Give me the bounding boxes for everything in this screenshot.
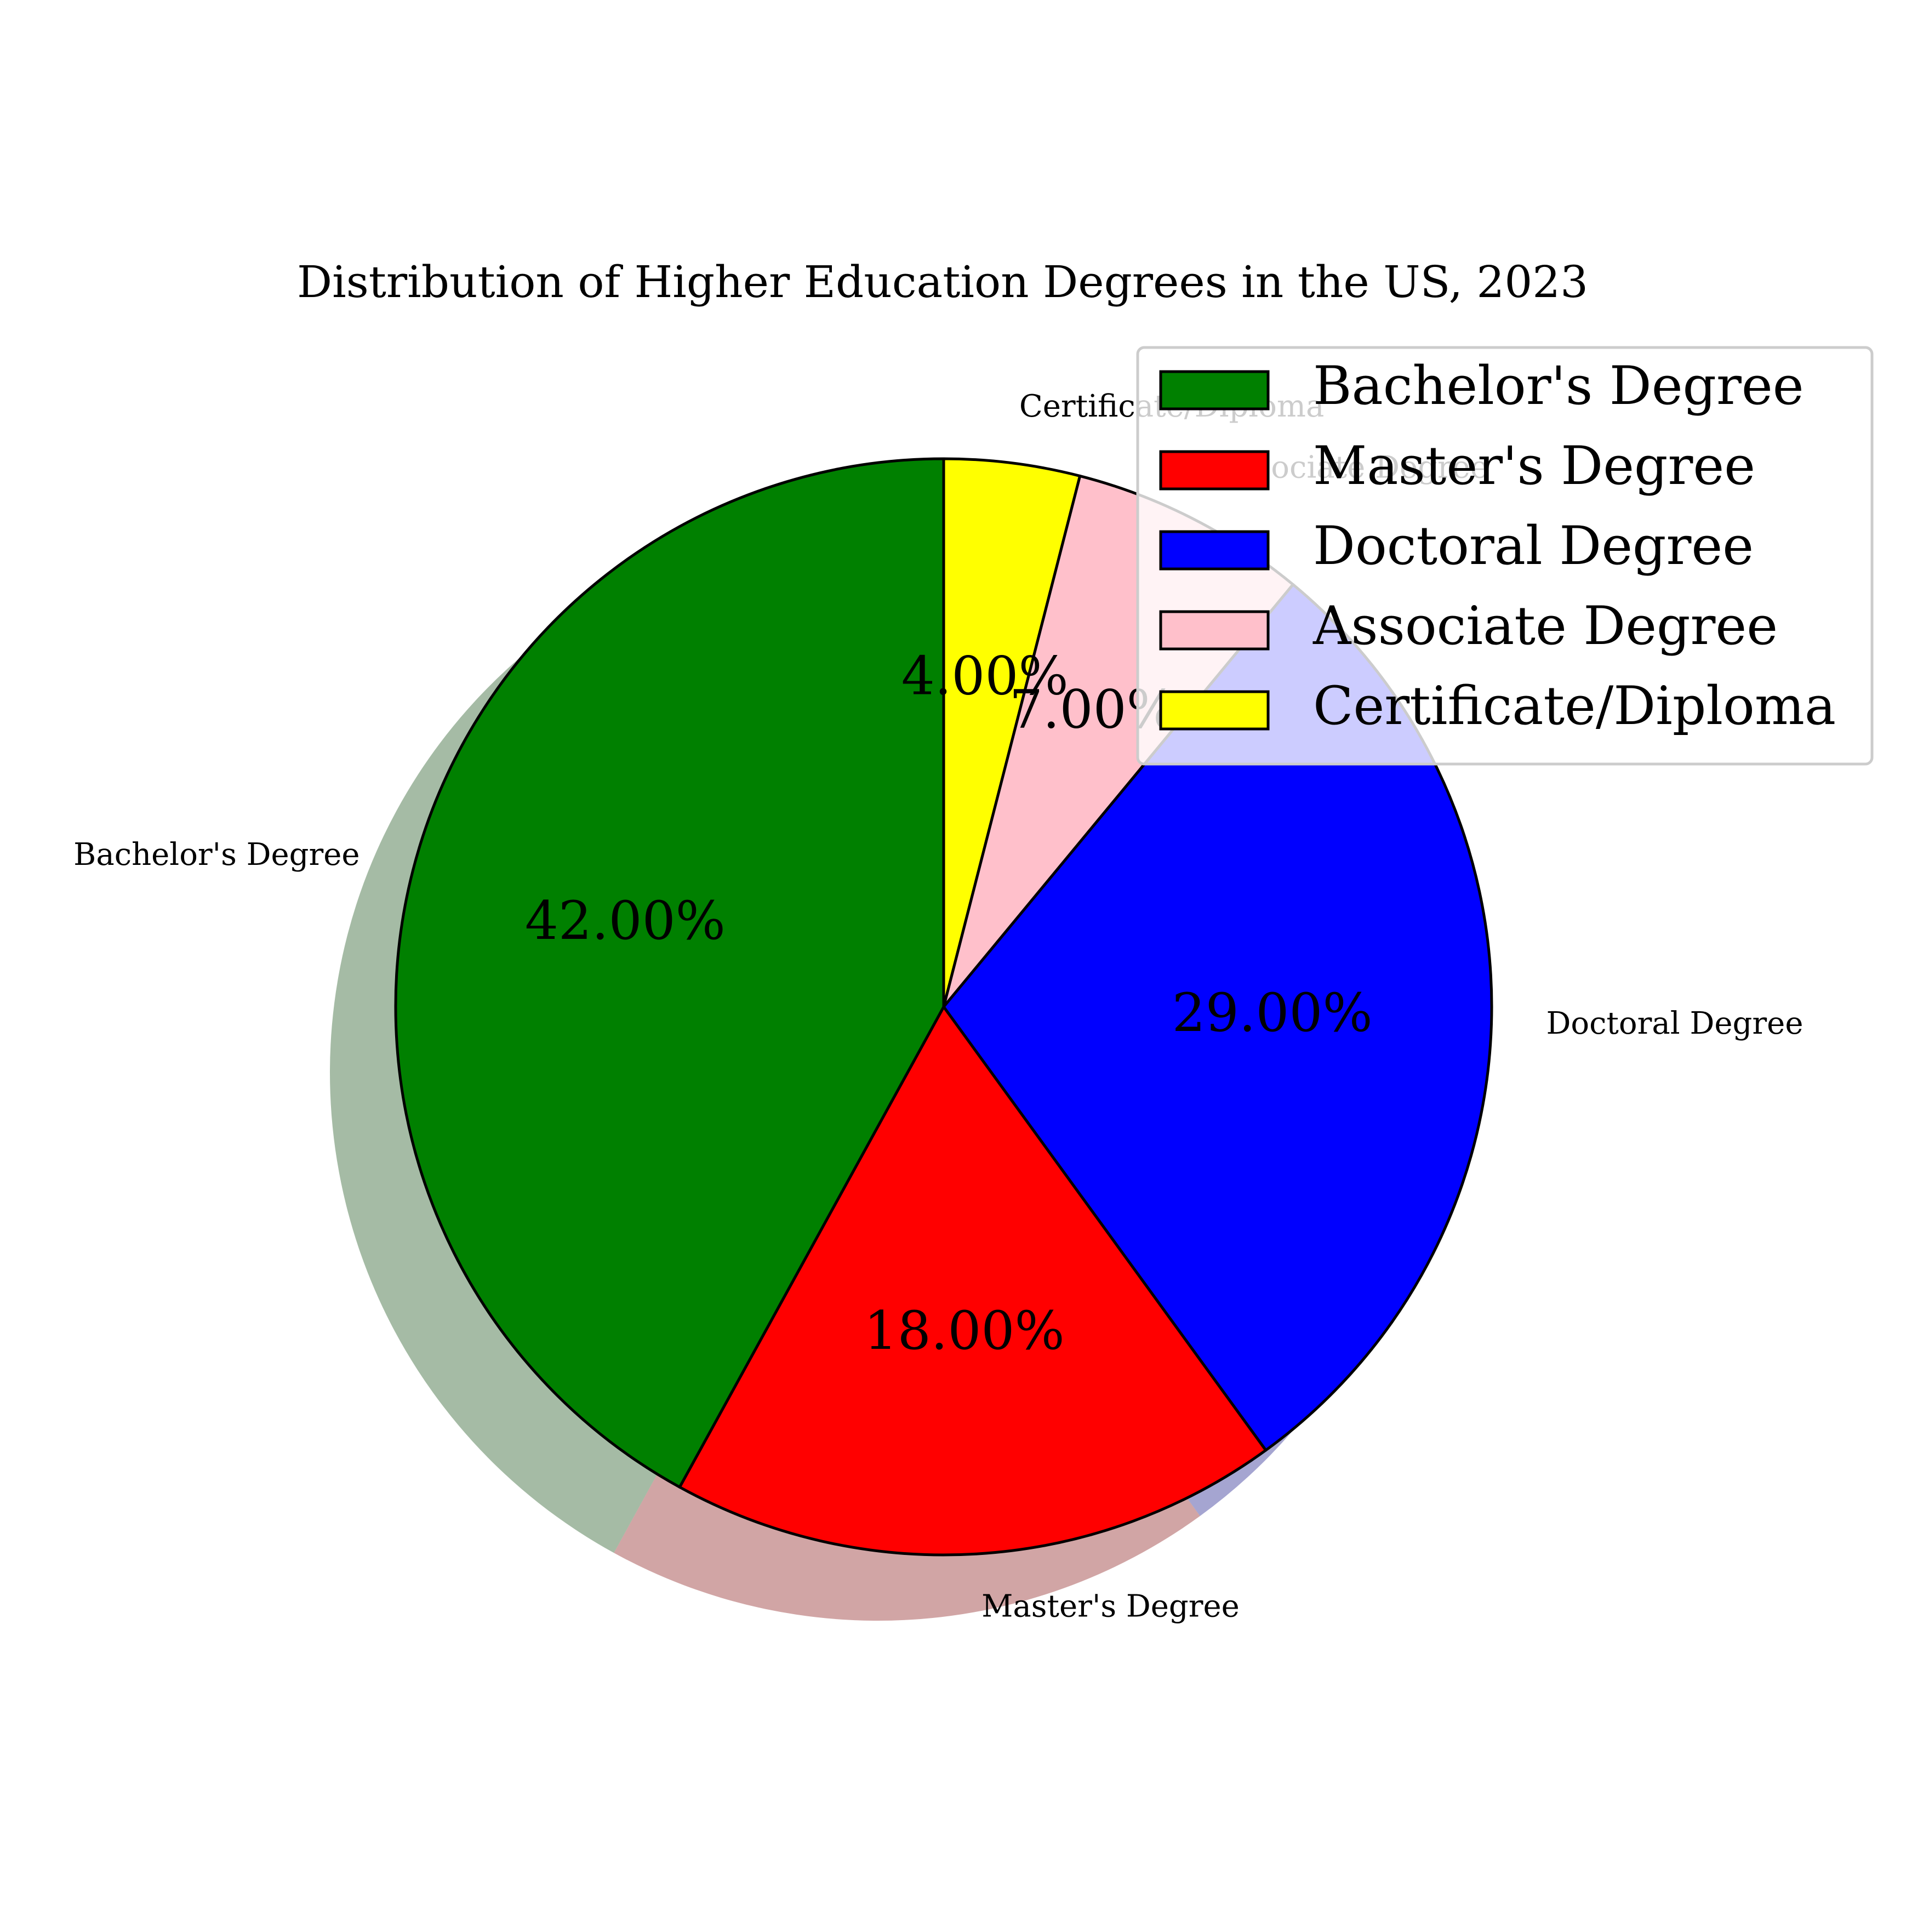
pie-slices [394,457,1493,1557]
legend-label-master-s-degree: Master's Degree [1313,435,1755,497]
legend-swatch-master-s-degree [1159,450,1270,491]
slice-label-bachelor-s-degree: Bachelor's Degree [73,837,359,873]
slice-label-master-s-degree: Master's Degree [981,1588,1240,1624]
legend-swatch-associate-degree [1159,610,1270,651]
chart-title: Distribution of Higher Education Degrees… [297,257,1588,307]
legend: Bachelor's Degree Master's Degree Doctoral… [1136,346,1874,766]
slice-label-doctoral-degree: Doctoral Degree [1546,1006,1803,1041]
legend-swatch-certificate-diploma [1159,690,1270,731]
legend-label-certificate-diploma: Certificate/Diploma [1313,675,1836,737]
legend-swatch-bachelor-s-degree [1159,370,1270,411]
slice-master-s-degree [678,1005,1268,1557]
legend-frame [1136,346,1874,766]
slice-percent-doctoral-degree: 29.00% [1172,982,1373,1044]
slice-percent-bachelor-s-degree: 42.00% [525,890,726,951]
legend-label-doctoral-degree: Doctoral Degree [1313,515,1754,577]
legend-label-bachelor-s-degree: Bachelor's Degree [1313,355,1804,417]
slice-percent-certificate-diploma: 4.00% [901,646,1069,707]
legend-swatch-doctoral-degree [1159,530,1270,571]
legend-label-associate-degree: Associate Degree [1312,595,1778,657]
slice-percent-master-s-degree: 18.00% [864,1300,1065,1361]
slice-bachelor-s-degree [394,457,945,1489]
legend-entries: Bachelor's Degree Master's Degree Doctoral… [1159,355,1836,737]
